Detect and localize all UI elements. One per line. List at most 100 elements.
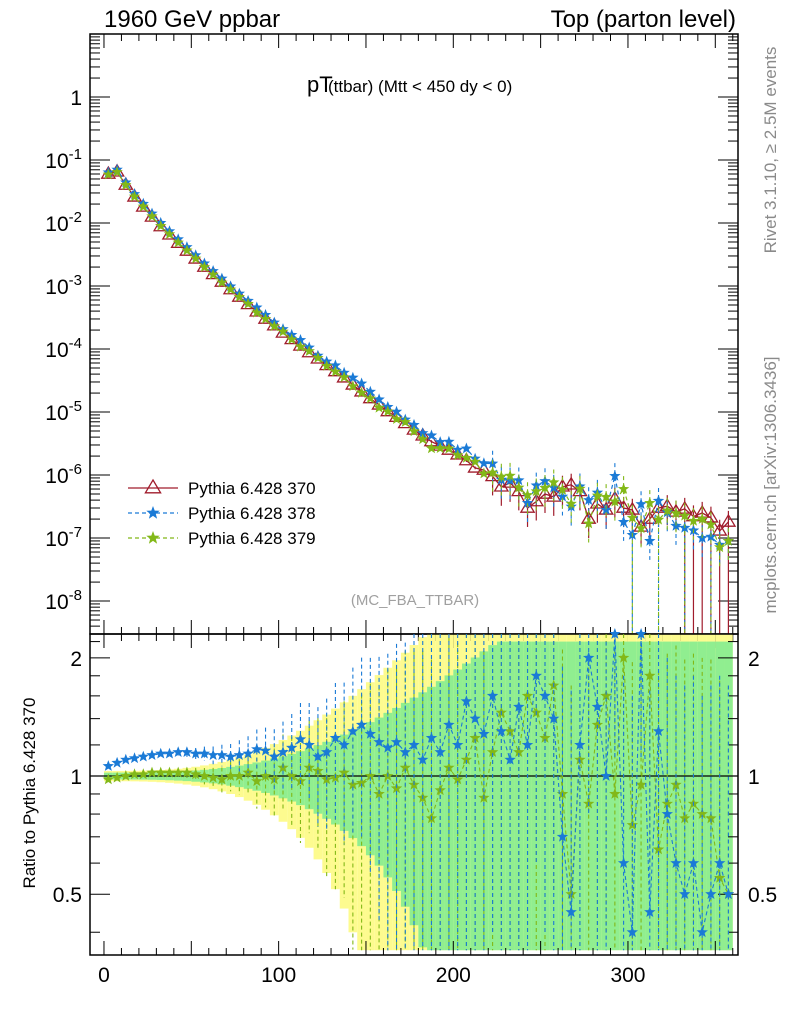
series-379-marker bbox=[548, 476, 560, 488]
series-379-marker bbox=[583, 517, 595, 529]
series-370-marker bbox=[528, 493, 545, 507]
ratio-378-marker bbox=[521, 738, 534, 750]
ratio-378-marker bbox=[609, 628, 621, 639]
ratio-378-marker bbox=[102, 760, 114, 771]
ratio-378-marker bbox=[679, 888, 691, 899]
ratio-379-marker bbox=[460, 753, 473, 765]
series-378-marker bbox=[556, 490, 569, 502]
series-379-marker bbox=[355, 386, 368, 398]
ratio-378-marker bbox=[661, 808, 673, 819]
series-379-marker bbox=[233, 291, 245, 302]
ratio-379-marker bbox=[644, 669, 656, 681]
series-370-marker bbox=[214, 273, 230, 287]
ratio-378-marker bbox=[425, 732, 438, 743]
ratio-378-marker bbox=[347, 725, 359, 737]
ratio-378-marker bbox=[198, 747, 211, 759]
series-379-marker bbox=[696, 513, 708, 524]
ratio-y-tick-label-right: 1 bbox=[748, 766, 760, 789]
series-378-marker bbox=[434, 436, 446, 447]
watermark-label: (MC_FBA_TTBAR) bbox=[351, 592, 479, 609]
ratio-379-marker bbox=[399, 761, 411, 773]
ratio-y-tick-label: 0.5 bbox=[53, 884, 82, 907]
ratio-378-marker bbox=[495, 725, 507, 737]
y-tick-label: 10-7 bbox=[45, 524, 82, 551]
ratio-379-marker bbox=[521, 689, 534, 701]
legend-label-0: Pythia 6.428 370 bbox=[188, 479, 316, 498]
ratio-378-marker bbox=[722, 888, 735, 899]
ratio-379-marker bbox=[251, 775, 263, 787]
ratio-378-marker bbox=[312, 750, 324, 762]
ratio-378-marker bbox=[146, 749, 158, 760]
series-379-marker bbox=[216, 276, 228, 288]
series-370-marker bbox=[642, 510, 658, 524]
legend-marker-triangle bbox=[144, 478, 162, 494]
ratio-379-marker bbox=[565, 888, 577, 899]
series-378-marker bbox=[355, 377, 368, 389]
ratio-379-marker bbox=[714, 871, 726, 883]
series-370-line bbox=[108, 171, 729, 532]
ratio-378-marker bbox=[303, 738, 315, 750]
series-379-marker bbox=[644, 497, 656, 508]
ratio-379-marker bbox=[207, 771, 219, 783]
series-379-marker bbox=[207, 268, 219, 280]
series-379-marker bbox=[347, 380, 359, 392]
series-379-marker bbox=[434, 442, 446, 453]
ratio-378-marker bbox=[286, 741, 298, 753]
ratio-y-tick-label: 2 bbox=[70, 648, 82, 671]
series-379-marker bbox=[617, 483, 630, 494]
series-379-marker bbox=[163, 228, 176, 240]
series-379-marker bbox=[443, 442, 455, 454]
series-378-marker bbox=[513, 474, 525, 486]
ratio-379-marker bbox=[155, 766, 167, 778]
ratio-378-marker bbox=[556, 830, 569, 842]
ratio-378-marker bbox=[417, 753, 429, 765]
ratio-378-marker bbox=[399, 746, 411, 757]
y-tick-label: 10-1 bbox=[45, 146, 82, 173]
series-378-marker bbox=[539, 475, 551, 486]
series-379-marker bbox=[600, 491, 612, 502]
series-378-marker bbox=[652, 494, 665, 506]
ratio-378-marker bbox=[539, 689, 551, 701]
ratio-band-green bbox=[435, 681, 445, 951]
ratio-378-marker bbox=[469, 712, 481, 724]
x-tick-label: 200 bbox=[436, 964, 471, 987]
legend-label-2: Pythia 6.428 379 bbox=[188, 529, 316, 548]
series-379-marker bbox=[513, 481, 525, 493]
ratio-379-marker bbox=[347, 778, 359, 790]
ratio-378-marker bbox=[128, 752, 141, 764]
series-379-marker bbox=[705, 518, 717, 530]
legend-marker-star bbox=[146, 531, 160, 544]
ratio-379-line bbox=[108, 657, 729, 895]
series-379-marker bbox=[408, 425, 420, 437]
ratio-379-marker bbox=[452, 773, 464, 785]
series-379-marker bbox=[312, 352, 324, 363]
ratio-378-marker bbox=[251, 743, 263, 755]
ratio-379-marker bbox=[198, 770, 211, 781]
ratio-379-marker bbox=[259, 770, 272, 781]
series-379-marker bbox=[486, 466, 499, 478]
series-379-marker bbox=[539, 481, 551, 493]
series-378-marker bbox=[583, 494, 595, 505]
series-379-marker bbox=[609, 495, 621, 507]
ratio-379-marker bbox=[705, 812, 717, 824]
ratio-379-marker bbox=[163, 766, 176, 778]
series-378-marker bbox=[609, 470, 621, 481]
ratio-379-marker bbox=[591, 718, 604, 730]
ratio-379-marker bbox=[574, 753, 586, 765]
series-379-marker bbox=[635, 522, 647, 534]
plot-title-sub: (ttbar) (Mtt < 450 dy < 0) bbox=[328, 77, 512, 96]
y-tick-label: 10-5 bbox=[45, 398, 82, 425]
series-378-marker bbox=[329, 359, 342, 371]
y-tick-label: 10-4 bbox=[45, 335, 82, 362]
ratio-378-marker bbox=[600, 770, 612, 781]
ratio-379-marker bbox=[679, 812, 691, 824]
ratio-379-marker bbox=[661, 797, 673, 809]
series-379-marker bbox=[417, 433, 429, 445]
ratio-panel: 0 100 200 300 0.5 0.5 1 1 2 2 bbox=[53, 628, 777, 987]
ratio-379-marker bbox=[128, 768, 141, 780]
main-panel: 10-8 10-7 10-6 10-5 10-4 10-3 10-2 10-1 1 Pythia … bbox=[45, 33, 739, 648]
ratio-378-marker bbox=[591, 700, 604, 712]
series-378-marker bbox=[408, 418, 420, 430]
ratio-band-green bbox=[724, 641, 733, 951]
ratio-378-marker bbox=[714, 857, 726, 868]
